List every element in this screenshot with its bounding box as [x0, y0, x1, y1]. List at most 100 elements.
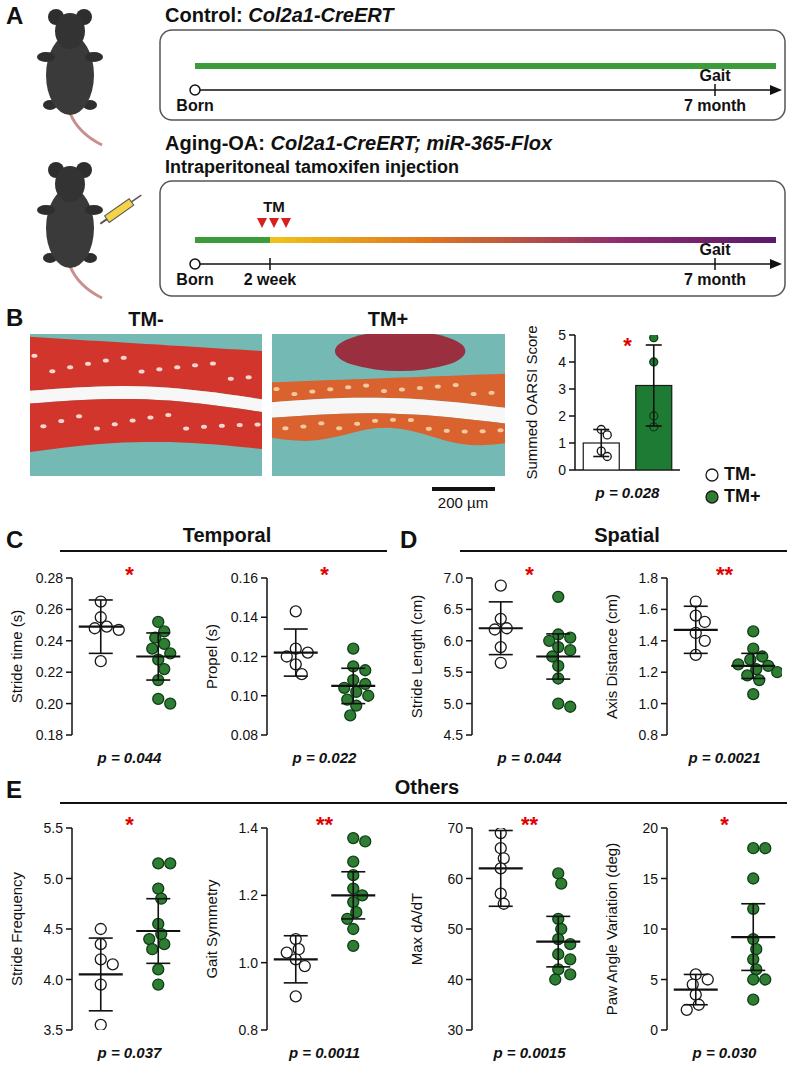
tick-mark — [261, 962, 267, 964]
data-point — [89, 623, 100, 634]
tick-mark — [569, 388, 575, 390]
chondrocyte — [399, 387, 405, 391]
data-point — [550, 974, 561, 985]
tick-mark — [466, 577, 472, 579]
error-cap — [593, 429, 609, 431]
error-cap — [546, 633, 570, 635]
tick-label: 7.0 — [444, 570, 464, 586]
arrow-head — [770, 259, 782, 269]
error-cap — [546, 916, 570, 918]
tick-mark — [66, 734, 72, 736]
tick-label: 1.6 — [639, 601, 659, 617]
tick-label: 0 — [650, 1022, 658, 1038]
error-cap — [146, 898, 170, 900]
data-point — [339, 682, 350, 693]
data-point — [553, 868, 564, 879]
dots — [89, 596, 124, 667]
significance: ** — [521, 812, 539, 837]
tick-label: 30 — [447, 1022, 463, 1038]
dots — [339, 643, 374, 721]
syringe-barrel — [105, 199, 134, 223]
axis-title: Propel (s) — [203, 624, 220, 689]
tick-mark — [466, 609, 472, 611]
mean-line — [674, 988, 718, 990]
chondrocyte — [426, 427, 432, 431]
data-point — [699, 635, 710, 646]
tick-mark — [466, 734, 472, 736]
p-value: p = 0.044 — [97, 749, 162, 766]
p-value: p = 0.028 — [595, 484, 660, 501]
chondrocyte — [309, 390, 315, 394]
tick-label: 1.2 — [239, 887, 259, 903]
scale-bar — [432, 487, 495, 491]
histology-image — [30, 334, 262, 476]
label: Intraperitoneal tamoxifen injection — [165, 157, 459, 177]
panel-title: Control: Col2a1-CreERT — [165, 4, 395, 26]
data-point — [348, 940, 359, 951]
section-rule — [60, 550, 387, 552]
section-headers: CTemporalDSpatialEOthers — [6, 524, 787, 803]
tick-mark — [661, 827, 667, 829]
error-cap — [741, 678, 765, 680]
chondrocyte — [363, 383, 369, 387]
chondrocyte — [174, 365, 180, 369]
data-point — [345, 710, 356, 721]
mean-line — [79, 626, 123, 628]
y-axis — [266, 828, 268, 1030]
mouse-arm — [37, 52, 55, 62]
chondrocyte — [210, 362, 216, 366]
data-point — [553, 591, 564, 602]
chart: 0.81.01.21.4Gait Symmetry**p = 0.0011 — [203, 812, 375, 1061]
y-axis — [471, 578, 473, 735]
data-point — [290, 606, 301, 617]
mean-line — [331, 894, 375, 896]
tick-label: 1.2 — [639, 664, 659, 680]
chondrocyte — [130, 419, 136, 423]
tick-mark — [261, 1029, 267, 1031]
axis-title: Stride Length (cm) — [408, 595, 425, 718]
p-value: p = 0.037 — [97, 1044, 162, 1061]
data-point — [748, 643, 759, 654]
timeline-bar — [195, 63, 776, 69]
dots — [681, 969, 713, 1015]
chondrocyte — [112, 422, 118, 426]
tick-mark — [261, 695, 267, 697]
plot-data — [274, 833, 376, 1002]
syringe-plunger — [100, 219, 107, 224]
chart: 0.080.100.120.140.16Propel (s)*p = 0.022 — [203, 562, 375, 766]
error-cap — [741, 653, 765, 655]
timeline-box — [160, 181, 785, 296]
legend-marker — [706, 491, 718, 503]
data-point — [153, 979, 164, 990]
data-point — [290, 991, 301, 1002]
section-title: Temporal — [183, 524, 272, 546]
tick-mark — [569, 415, 575, 417]
tick-mark — [66, 827, 72, 829]
tick-label: 40 — [447, 972, 463, 988]
plot-data — [479, 828, 581, 985]
label: Gait — [699, 241, 731, 258]
data-point — [348, 856, 359, 867]
data-point — [489, 624, 500, 635]
dots — [597, 426, 611, 461]
p-value: p = 0.022 — [292, 749, 357, 766]
error-cap — [89, 599, 113, 601]
data-point — [95, 1019, 106, 1030]
section-rule — [460, 550, 787, 552]
mean-line — [674, 629, 718, 631]
tick-mark — [261, 827, 267, 829]
error-bar — [600, 430, 602, 457]
data-point — [556, 878, 567, 889]
dots — [733, 626, 782, 700]
data-point — [153, 858, 164, 869]
data-point — [748, 873, 759, 884]
section-title: Spatial — [594, 524, 660, 546]
data-point — [681, 1004, 692, 1015]
tick-label: 0.22 — [36, 664, 63, 680]
label: Gait — [699, 67, 731, 84]
chondrocyte — [147, 416, 153, 420]
tick-label: 60 — [447, 871, 463, 887]
tick-label: 0.8 — [639, 727, 659, 743]
error-cap — [741, 903, 765, 905]
data-point — [351, 686, 362, 697]
